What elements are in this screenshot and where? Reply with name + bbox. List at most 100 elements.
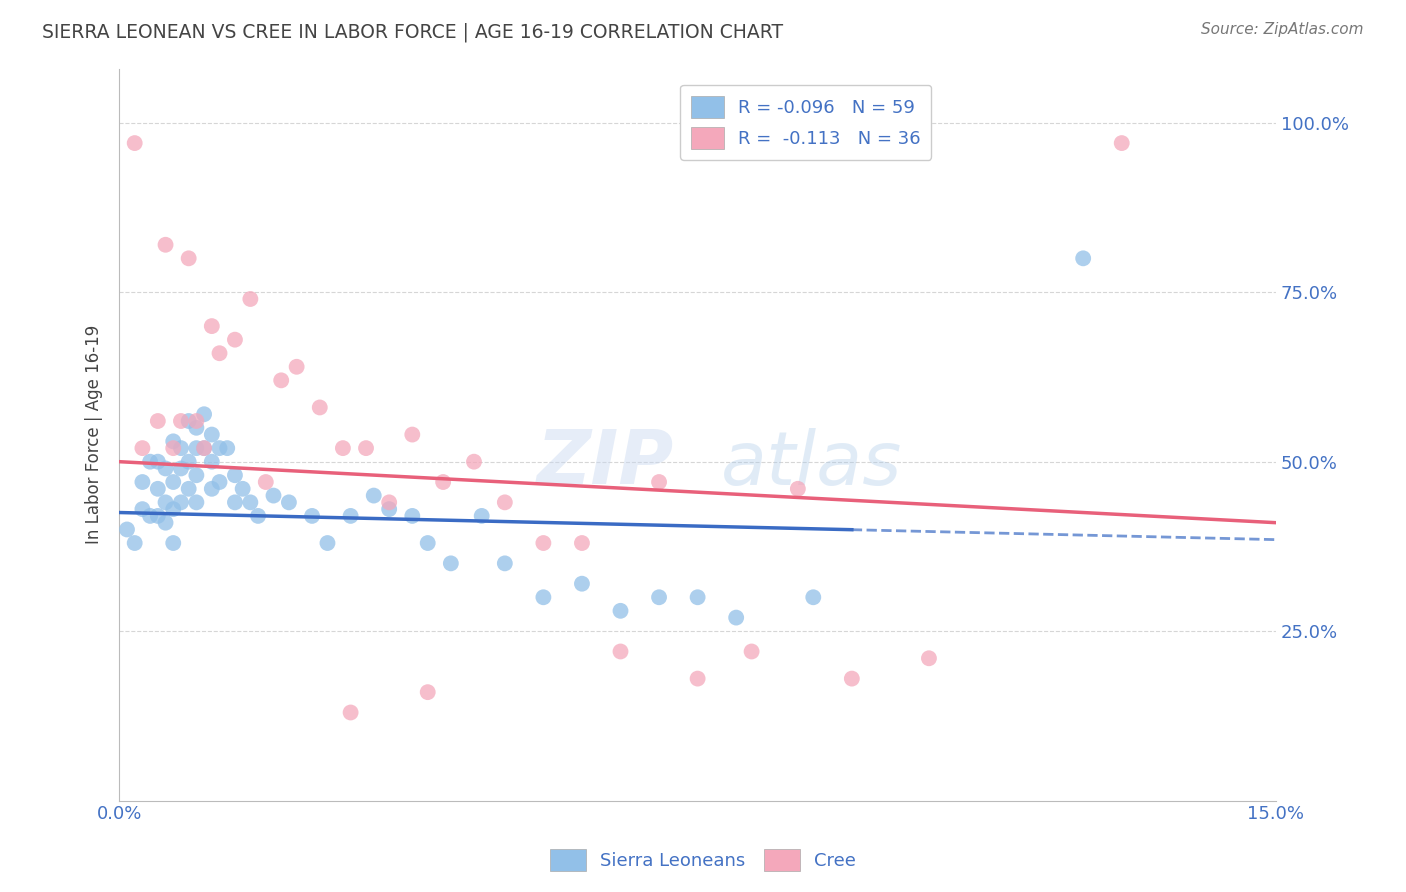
Point — [177, 482, 200, 496]
Point — [224, 495, 246, 509]
Point — [193, 407, 215, 421]
Y-axis label: In Labor Force | Age 16-19: In Labor Force | Age 16-19 — [86, 325, 103, 544]
Point — [432, 475, 454, 489]
Point — [401, 508, 423, 523]
Point — [131, 441, 153, 455]
Text: Source: ZipAtlas.com: Source: ZipAtlas.com — [1201, 22, 1364, 37]
Point — [725, 610, 748, 624]
Point — [146, 508, 169, 523]
Point — [177, 414, 200, 428]
Point — [208, 475, 231, 489]
Point — [1071, 252, 1094, 266]
Point — [332, 441, 354, 455]
Text: atlas: atlas — [721, 428, 903, 500]
Point — [131, 475, 153, 489]
Point — [170, 441, 193, 455]
Point — [155, 237, 177, 252]
Point — [801, 591, 824, 605]
Point — [609, 644, 631, 658]
Point — [232, 482, 254, 496]
Point — [416, 685, 439, 699]
Point — [186, 414, 208, 428]
Point — [201, 482, 224, 496]
Point — [648, 591, 671, 605]
Point — [124, 136, 146, 150]
Point — [686, 591, 709, 605]
Point — [201, 319, 224, 334]
Point — [201, 455, 224, 469]
Point — [124, 536, 146, 550]
Point — [316, 536, 339, 550]
Point — [208, 441, 231, 455]
Point — [841, 672, 863, 686]
Point — [247, 508, 270, 523]
Point — [186, 441, 208, 455]
Point — [463, 455, 485, 469]
Legend: R = -0.096   N = 59, R =  -0.113   N = 36: R = -0.096 N = 59, R = -0.113 N = 36 — [681, 85, 932, 160]
Point — [270, 373, 292, 387]
Point — [224, 468, 246, 483]
Point — [177, 252, 200, 266]
Point — [354, 441, 377, 455]
Point — [177, 455, 200, 469]
Point — [648, 475, 671, 489]
Point — [170, 461, 193, 475]
Point — [609, 604, 631, 618]
Point — [339, 706, 361, 720]
Point — [155, 461, 177, 475]
Point — [208, 346, 231, 360]
Point — [201, 427, 224, 442]
Point — [263, 489, 285, 503]
Point — [224, 333, 246, 347]
Point — [217, 441, 239, 455]
Point — [416, 536, 439, 550]
Point — [239, 495, 262, 509]
Point — [162, 434, 184, 449]
Point — [494, 557, 516, 571]
Point — [254, 475, 277, 489]
Point — [162, 475, 184, 489]
Point — [146, 482, 169, 496]
Point — [378, 502, 401, 516]
Point — [301, 508, 323, 523]
Point — [786, 482, 808, 496]
Point — [115, 523, 138, 537]
Point — [162, 441, 184, 455]
Point — [918, 651, 941, 665]
Point — [139, 508, 162, 523]
Point — [363, 489, 385, 503]
Text: SIERRA LEONEAN VS CREE IN LABOR FORCE | AGE 16-19 CORRELATION CHART: SIERRA LEONEAN VS CREE IN LABOR FORCE | … — [42, 22, 783, 42]
Point — [378, 495, 401, 509]
Point — [162, 502, 184, 516]
Point — [741, 644, 763, 658]
Point — [139, 455, 162, 469]
Point — [440, 557, 463, 571]
Text: ZIP: ZIP — [537, 427, 675, 500]
Point — [170, 495, 193, 509]
Point — [531, 591, 554, 605]
Point — [186, 421, 208, 435]
Point — [193, 441, 215, 455]
Point — [193, 441, 215, 455]
Point — [170, 414, 193, 428]
Point — [471, 508, 494, 523]
Point — [155, 495, 177, 509]
Point — [308, 401, 330, 415]
Point — [494, 495, 516, 509]
Point — [285, 359, 308, 374]
Point — [1111, 136, 1133, 150]
Point — [155, 516, 177, 530]
Point — [571, 536, 593, 550]
Point — [239, 292, 262, 306]
Point — [186, 468, 208, 483]
Point — [162, 536, 184, 550]
Point — [531, 536, 554, 550]
Point — [131, 502, 153, 516]
Point — [339, 508, 361, 523]
Point — [571, 576, 593, 591]
Legend: Sierra Leoneans, Cree: Sierra Leoneans, Cree — [543, 842, 863, 879]
Point — [686, 672, 709, 686]
Point — [146, 455, 169, 469]
Point — [277, 495, 299, 509]
Point — [401, 427, 423, 442]
